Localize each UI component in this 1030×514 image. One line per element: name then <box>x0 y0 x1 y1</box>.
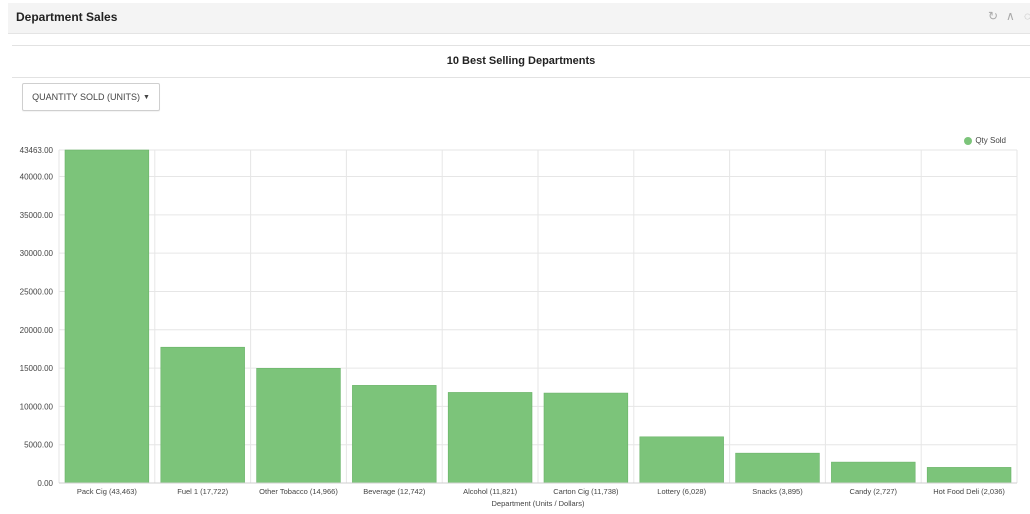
bar <box>543 392 629 484</box>
collapse-icon[interactable]: ∧ <box>1006 9 1015 23</box>
y-tick-label: 43463.00 <box>20 146 54 155</box>
bar <box>160 346 245 484</box>
bar <box>735 452 820 484</box>
x-tick-label: Lottery (6,028) <box>657 487 706 496</box>
x-tick-label: Pack Cig (43,463) <box>77 487 138 496</box>
y-tick-label: 35000.00 <box>20 211 54 220</box>
x-tick-label: Other Tobacco (14,966) <box>259 487 338 496</box>
x-tick-label: Carton Cig (11,738) <box>553 487 619 496</box>
x-tick-label: Snacks (3,895) <box>752 487 803 496</box>
x-axis-label: Department (Units / Dollars) <box>492 499 585 508</box>
y-tick-label: 15000.00 <box>20 364 54 373</box>
settings-icon[interactable]: ◌ <box>1024 9 1030 23</box>
metric-dropdown-button[interactable]: QUANTITY SOLD (UNITS) ▼ <box>22 83 160 111</box>
y-tick-label: 0.00 <box>37 479 53 488</box>
bar <box>256 368 341 484</box>
metric-dropdown-label: QUANTITY SOLD (UNITS) <box>32 92 140 102</box>
y-tick-label: 5000.00 <box>24 441 53 450</box>
legend-swatch <box>964 136 973 145</box>
bar <box>926 467 1012 484</box>
panel-header: Department Sales ↻ ∧ ◌ <box>8 3 1030 34</box>
bar <box>447 392 533 484</box>
chart-title: 10 Best Selling Departments <box>446 55 596 67</box>
chart-title-bar: 10 Best Selling Departments <box>12 45 1030 78</box>
y-tick-label: 30000.00 <box>20 249 54 258</box>
bar <box>831 461 916 484</box>
bar <box>639 436 724 484</box>
bar <box>64 149 150 484</box>
panel-title: Department Sales <box>16 10 118 24</box>
y-tick-label: 20000.00 <box>20 326 54 335</box>
x-tick-label: Fuel 1 (17,722) <box>177 487 228 496</box>
chart-legend[interactable]: Qty Sold <box>964 136 1006 145</box>
refresh-icon[interactable]: ↻ <box>988 9 999 23</box>
chevron-down-icon: ▼ <box>142 93 150 101</box>
y-tick-label: 25000.00 <box>20 287 54 296</box>
legend-label: Qty Sold <box>975 136 1006 145</box>
y-tick-label: 10000.00 <box>20 402 54 411</box>
x-tick-label: Candy (2,727) <box>850 487 898 496</box>
x-tick-label: Beverage (12,742) <box>363 487 426 496</box>
x-tick-label: Alcohol (11,821) <box>463 487 518 496</box>
y-tick-label: 40000.00 <box>20 173 54 182</box>
bar <box>352 385 437 484</box>
x-tick-label: Hot Food Deli (2,036) <box>933 487 1005 496</box>
